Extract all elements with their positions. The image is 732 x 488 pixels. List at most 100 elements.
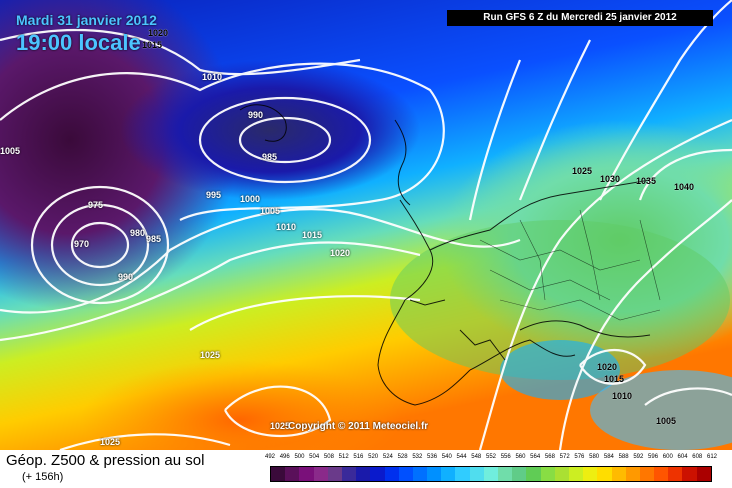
scale-color-cell: [455, 467, 470, 481]
isobar-label: 1005: [260, 206, 281, 216]
scale-tick-label: 520: [368, 454, 379, 460]
isobar-label: 1005: [656, 416, 677, 426]
isobar-label: 1030: [600, 174, 621, 184]
model-run-label: Run GFS 6 Z du Mercredi 25 janvier 2012: [447, 10, 713, 26]
scale-tick-label: 560: [515, 454, 526, 460]
isobar-label: 1010: [612, 391, 633, 401]
isobar-label: 1010: [276, 222, 297, 232]
isobar-label: 1025: [100, 437, 121, 447]
isobar-label: 1015: [302, 230, 323, 240]
scale-tick-label: 512: [338, 454, 349, 460]
isobar-label: 1025: [200, 350, 221, 360]
scale-color-cell: [384, 467, 399, 481]
scale-color-cell: [526, 467, 541, 481]
scale-tick-label: 528: [397, 454, 408, 460]
isobar-label: 985: [262, 152, 278, 162]
scale-tick-label: 516: [353, 454, 364, 460]
scale-tick-label: 576: [574, 454, 585, 460]
scale-tick-label: 568: [544, 454, 555, 460]
map-graphic: [0, 0, 732, 450]
scale-color-cell: [668, 467, 683, 481]
scale-color-cell: [597, 467, 612, 481]
scale-tick-label: 608: [692, 454, 703, 460]
scale-color-cell: [540, 467, 555, 481]
scale-tick-label: 508: [323, 454, 334, 460]
scale-color-cell: [654, 467, 669, 481]
scale-color-cell: [341, 467, 357, 481]
isobar-label: 985: [146, 234, 162, 244]
isobar-label: 990: [118, 272, 134, 282]
scale-tick-label: 496: [279, 454, 290, 460]
isobar-label: 1005: [0, 146, 21, 156]
scale-bar: [270, 466, 712, 482]
isobar-label: 1035: [636, 176, 657, 186]
scale-color-cell: [398, 467, 413, 481]
forecast-time: 19:00 locale: [16, 30, 141, 55]
isobar-label: 1040: [674, 182, 695, 192]
coastlines: [239, 104, 651, 406]
scale-tick-label: 504: [309, 454, 320, 460]
isobar-label: 975: [88, 200, 104, 210]
scale-tick-label: 552: [485, 454, 497, 460]
isobars: [0, 0, 732, 450]
scale-tick-label: 536: [427, 454, 438, 460]
forecast-date: Mardi 31 janvier 2012: [16, 12, 157, 28]
scale-tick-label: 596: [648, 454, 659, 460]
isobar-label: 995: [206, 190, 222, 200]
map-area: Mardi 31 janvier 2012 19:00 locale Run G…: [0, 0, 732, 450]
isobar-label: 1020: [330, 248, 351, 258]
scale-color-cell: [469, 467, 484, 481]
scale-tick-label: 604: [677, 454, 688, 460]
isobar-label: 1010: [202, 72, 223, 82]
scale-tick-label: 492: [264, 454, 276, 460]
scale-color-cell: [327, 467, 342, 481]
scale-tick-label: 564: [530, 454, 541, 460]
scale-color-cell: [285, 467, 300, 481]
isobar-label: 1020: [597, 362, 618, 372]
scale-color-cell: [412, 467, 428, 481]
scale-tick-label: 524: [382, 454, 393, 460]
isobar-label: 970: [74, 239, 90, 249]
scale-tick-label: 580: [589, 454, 600, 460]
scale-tick-label: 556: [500, 454, 511, 460]
scale-color-cell: [427, 467, 442, 481]
scale-color-cell: [583, 467, 598, 481]
scale-tick-label: 588: [618, 454, 629, 460]
isobar-label: 1015: [142, 40, 163, 50]
isobar-label: 1025: [572, 166, 593, 176]
scale-color-cell: [568, 467, 584, 481]
scale-color-cell: [554, 467, 569, 481]
scale-ticks: 492 496 500 504 508 512 516 520 524 528 532 536 540 5…: [265, 454, 717, 466]
isobar-label: 1025: [270, 421, 291, 431]
scale-color-cell: [313, 467, 328, 481]
scale-tick-label: 612: [706, 454, 718, 460]
scale-color-cell: [441, 467, 456, 481]
scale-color-cell: [498, 467, 513, 481]
scale-color-cell: [483, 467, 498, 481]
map-title: Géop. Z500 & pression au sol: [6, 452, 205, 469]
isobar-label: 1000: [240, 194, 261, 204]
scale-tick-label: 572: [559, 454, 570, 460]
scale-color-cell: [370, 467, 385, 481]
borders: [479, 209, 661, 321]
scale-tick-label: 500: [294, 454, 305, 460]
isobar-label: 1020: [148, 28, 169, 38]
scale-tick-label: 592: [633, 454, 644, 460]
scale-tick-label: 540: [441, 454, 452, 460]
scale-color-cell: [696, 467, 711, 481]
scale-color-cell: [625, 467, 640, 481]
scale-tick-label: 548: [471, 454, 482, 460]
isobar-label: 990: [248, 110, 264, 120]
forecast-lead: (+ 156h): [22, 471, 64, 483]
scale-color-cell: [356, 467, 371, 481]
scale-tick-label: 584: [603, 454, 614, 460]
scale-color-cell: [682, 467, 697, 481]
scale-tick-label: 600: [662, 454, 673, 460]
scale-tick-label: 544: [456, 454, 467, 460]
scale-color-cell: [299, 467, 314, 481]
scale-tick-label: 532: [412, 454, 423, 460]
scale-color-cell: [512, 467, 527, 481]
isobar-label: 980: [130, 228, 146, 238]
isobar-label: 1015: [604, 374, 625, 384]
